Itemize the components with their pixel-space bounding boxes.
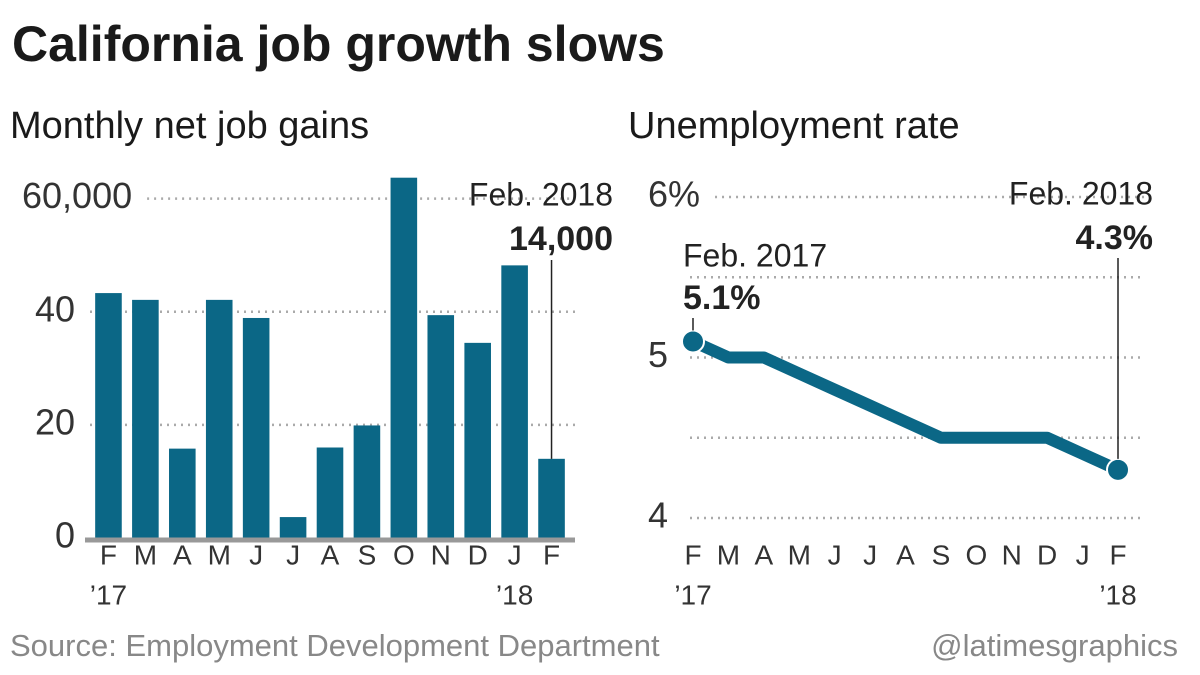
source: Source: Employment Development Departmen… <box>10 628 660 663</box>
annotation-value: 14,000 <box>509 220 613 258</box>
x-tick-label: M <box>788 539 811 570</box>
chart-title: Unemployment rate <box>628 105 960 147</box>
x-tick-label: F <box>684 539 701 570</box>
bar <box>242 317 270 538</box>
x-tick-label: A <box>173 539 192 570</box>
y-tick-label: 6% <box>648 174 700 215</box>
annotation-value: 4.3% <box>1076 219 1154 257</box>
y-tick-label: 60,000 <box>22 175 132 216</box>
annotation-label: Feb. 2018 <box>1009 175 1153 211</box>
y-tick-label: 5 <box>648 334 668 375</box>
bar <box>427 315 455 538</box>
x-tick-label: M <box>134 539 157 570</box>
x-tick-label: S <box>358 539 377 570</box>
x-tick-label: O <box>393 539 415 570</box>
bar <box>205 299 233 538</box>
x-tick-label: N <box>431 539 451 570</box>
bar <box>279 517 307 538</box>
x-tick-label: A <box>754 539 773 570</box>
bar <box>390 177 418 538</box>
x-tick-label: A <box>896 539 915 570</box>
line <box>690 335 1121 476</box>
bar <box>464 342 491 538</box>
bar <box>132 299 159 538</box>
bar <box>95 293 122 538</box>
annotation-label: Feb. 2017 <box>683 237 827 273</box>
x-tick-label: F <box>1109 539 1126 570</box>
x-tick-label: J <box>828 539 842 570</box>
year-label: ’18 <box>1099 579 1136 610</box>
annotation-value: 5.1% <box>683 279 761 317</box>
x-tick-label: N <box>1002 539 1022 570</box>
x-tick-label: J <box>1076 539 1090 570</box>
page-title: California job growth slows <box>12 16 665 72</box>
y-tick-label: 20 <box>35 401 75 442</box>
bar <box>316 447 344 538</box>
bar <box>501 265 528 538</box>
x-tick-label: F <box>100 539 117 570</box>
x-tick-label: J <box>286 539 300 570</box>
bar <box>538 458 565 538</box>
x-tick-label: S <box>932 539 951 570</box>
year-label: ’18 <box>496 579 533 610</box>
y-tick-label: 40 <box>35 288 75 329</box>
x-tick-label: M <box>717 539 740 570</box>
x-tick-label: O <box>965 539 987 570</box>
x-tick-label: F <box>543 539 560 570</box>
bar <box>169 448 196 538</box>
y-tick-label: 4 <box>648 495 668 536</box>
x-tick-label: M <box>208 539 231 570</box>
annotation-label: Feb. 2018 <box>469 176 613 212</box>
bar <box>353 425 381 538</box>
x-tick-label: J <box>249 539 263 570</box>
point <box>1106 457 1130 482</box>
credit: @latimesgraphics <box>931 628 1178 663</box>
point <box>681 329 705 354</box>
x-tick-label: J <box>508 539 522 570</box>
year-label: ’17 <box>674 579 711 610</box>
x-tick-label: J <box>863 539 877 570</box>
chart-title: Monthly net job gains <box>10 105 369 147</box>
x-tick-label: D <box>468 539 488 570</box>
year-label: ’17 <box>90 579 127 610</box>
x-tick-label: D <box>1037 539 1057 570</box>
y-tick-label: 0 <box>55 515 75 556</box>
x-tick-label: A <box>321 539 340 570</box>
